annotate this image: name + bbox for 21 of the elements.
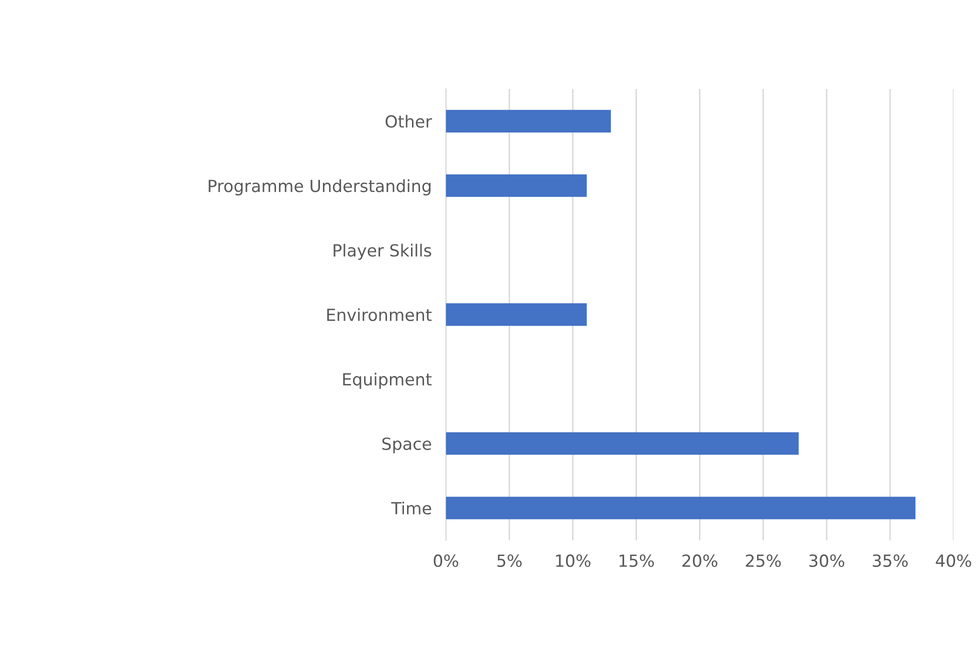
y-tick-label: Player Skills bbox=[334, 244, 432, 260]
y-tick-label: Time bbox=[391, 502, 432, 515]
bar bbox=[446, 303, 587, 326]
bar bbox=[446, 174, 587, 197]
y-tick-label: Environment bbox=[327, 308, 432, 322]
bar bbox=[446, 110, 611, 132]
y-tick-label: Other bbox=[386, 114, 432, 128]
bar bbox=[446, 496, 916, 520]
x-tick-label: 10% bbox=[556, 554, 590, 567]
x-tick-label: 35% bbox=[872, 554, 908, 567]
x-tick-label: 20% bbox=[682, 554, 718, 567]
x-tick-label: 0% bbox=[434, 554, 458, 567]
bar bbox=[446, 432, 799, 455]
y-tick-label: Equipment bbox=[343, 372, 432, 389]
x-tick-label: 40% bbox=[936, 554, 972, 567]
y-tick-label: Programme Understanding bbox=[208, 179, 430, 196]
x-tick-label: 15% bbox=[620, 554, 654, 567]
x-tick-label: 5% bbox=[497, 554, 522, 567]
x-tick-label: 30% bbox=[809, 554, 844, 567]
y-tick-label: Space bbox=[382, 437, 432, 454]
x-tick-label: 25% bbox=[746, 554, 781, 567]
